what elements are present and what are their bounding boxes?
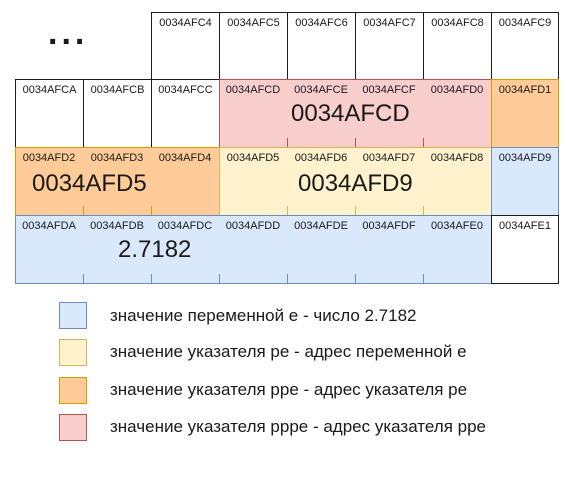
cell-separator: [287, 138, 288, 148]
memory-address: 0034AFDF: [362, 220, 416, 232]
memory-address: 0034AFD9: [498, 152, 552, 164]
legend-swatch-yellow: [59, 339, 87, 366]
memory-address: 0034AFDA: [22, 220, 76, 232]
legend-swatch-orange: [59, 377, 87, 404]
memory-address: 0034AFCD: [225, 84, 281, 96]
pppe-value: 0034AFCD: [291, 100, 410, 127]
memory-address: 0034AFDD: [225, 220, 281, 232]
cell-separator: [287, 206, 288, 216]
cell-separator: [355, 206, 356, 216]
cell-separator: [151, 206, 152, 216]
memory-cell: 0034AFC5: [219, 12, 288, 80]
pppe-value-region: [219, 79, 492, 148]
memory-cell: 0034AFC4: [151, 12, 220, 80]
cell-separator: [287, 274, 288, 284]
legend-label: значение указателя pppe - адрес указател…: [110, 417, 487, 436]
legend-label: значение переменной е - число 2.7182: [110, 306, 417, 325]
memory-cell: 0034AFCC: [151, 79, 220, 148]
memory-address: 0034AFDE: [294, 220, 348, 232]
memory-address: 0034AFD1: [498, 84, 552, 96]
cell-separator: [151, 274, 152, 284]
memory-address: 0034AFCF: [362, 84, 416, 96]
memory-address: 0034AFD5: [226, 152, 280, 164]
ellipsis: ...: [48, 14, 89, 52]
memory-cell: 0034AFCA: [15, 79, 84, 148]
cell-separator: [423, 138, 424, 148]
memory-cell: 0034AFC9: [491, 12, 559, 80]
legend-label: значение указателя pe - адрес переменной…: [110, 342, 467, 361]
memory-address: 0034AFE0: [431, 220, 483, 232]
cell-separator: [423, 274, 424, 284]
e-value-region: [15, 215, 492, 284]
memory-address: 0034AFD0: [430, 84, 484, 96]
memory-cell: 0034AFC7: [355, 12, 424, 80]
memory-address: 0034AFCE: [294, 84, 348, 96]
memory-address: 0034AFD4: [158, 152, 212, 164]
pe-value: 0034AFD9: [298, 170, 413, 197]
memory-cell: 0034AFCB: [83, 79, 152, 148]
memory-address: 0034AFD6: [294, 152, 348, 164]
ppe-value: 0034AFD5: [32, 170, 147, 197]
pe-value-region: [219, 147, 492, 216]
legend-label: значение указателя ppe - адрес указателя…: [110, 380, 468, 399]
cell-separator: [83, 274, 84, 284]
cell-separator: [219, 274, 220, 284]
pe-storage-cell: [491, 147, 559, 216]
legend-swatch-pink: [59, 414, 87, 441]
cell-separator: [83, 206, 84, 216]
memory-cell: 0034AFC8: [423, 12, 492, 80]
memory-address: 0034AFD3: [90, 152, 144, 164]
cell-separator: [355, 138, 356, 148]
memory-address: 0034AFD8: [430, 152, 484, 164]
cell-separator: [355, 274, 356, 284]
memory-address: 0034AFD7: [362, 152, 416, 164]
cell-separator: [423, 206, 424, 216]
memory-address: 0034AFDC: [157, 220, 213, 232]
memory-address: 0034AFD2: [22, 152, 76, 164]
memory-cell: 0034AFC6: [287, 12, 356, 80]
memory-cell: 0034AFE1: [491, 215, 559, 284]
legend-swatch-blue: [59, 302, 87, 329]
memory-address: 0034AFDB: [90, 220, 144, 232]
e-value: 2.7182: [118, 236, 192, 263]
ppe-storage-cell: [491, 79, 559, 148]
